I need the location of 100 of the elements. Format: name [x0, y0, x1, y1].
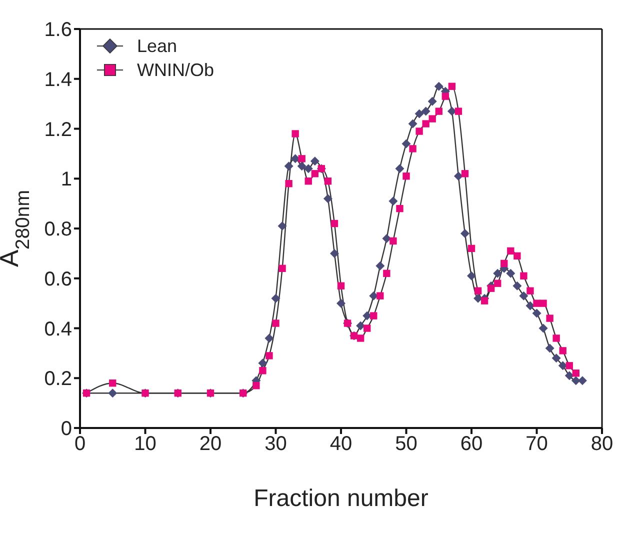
point — [278, 264, 286, 272]
point — [356, 334, 364, 342]
point — [284, 162, 294, 171]
point — [336, 298, 346, 308]
x-tick-label: 30 — [264, 433, 287, 456]
point — [402, 139, 411, 148]
x-tick-label: 80 — [590, 433, 614, 456]
x-tick-label: 70 — [526, 433, 548, 456]
point — [258, 358, 268, 368]
point — [264, 334, 274, 343]
point — [507, 247, 514, 255]
point — [304, 164, 313, 174]
x-tick-label: 20 — [199, 433, 222, 456]
point — [356, 321, 366, 330]
point — [520, 272, 528, 280]
point — [512, 281, 522, 290]
point — [376, 292, 384, 300]
point — [559, 347, 566, 354]
point — [395, 164, 404, 174]
point — [323, 194, 332, 204]
point — [572, 370, 580, 377]
point — [416, 128, 423, 135]
x-tick-label: 60 — [460, 433, 483, 456]
legend-label: Lean — [137, 36, 178, 56]
y-tick-label: 1.4 — [44, 68, 72, 91]
x-tick-label: 40 — [330, 433, 352, 456]
point — [298, 155, 306, 162]
point — [266, 352, 273, 360]
point — [297, 162, 306, 171]
point — [474, 287, 482, 294]
point — [108, 388, 118, 398]
point — [461, 170, 469, 178]
point — [271, 294, 280, 303]
point — [552, 354, 561, 363]
point — [324, 178, 332, 185]
y-tick-label: 0.8 — [44, 218, 72, 241]
point — [364, 324, 371, 332]
point — [396, 204, 404, 212]
point — [414, 109, 424, 118]
point — [382, 234, 392, 243]
point — [409, 145, 416, 152]
point — [330, 248, 339, 258]
y-tick-label: 0.4 — [44, 318, 72, 340]
point — [526, 287, 534, 294]
point — [467, 271, 476, 280]
point — [272, 320, 280, 327]
y-tick-label: 1.6 — [44, 19, 72, 42]
x-tick-label: 10 — [134, 433, 156, 456]
point — [402, 172, 410, 180]
point — [109, 380, 116, 387]
point — [493, 268, 502, 278]
point — [408, 119, 418, 128]
point — [390, 237, 397, 245]
point — [388, 196, 398, 206]
point — [422, 120, 430, 128]
point — [285, 180, 292, 188]
point — [487, 284, 495, 292]
point — [454, 108, 462, 115]
y-tick-label: 0.6 — [44, 268, 72, 290]
point — [428, 115, 436, 122]
point — [421, 106, 430, 116]
point — [566, 362, 573, 370]
point — [532, 308, 542, 318]
point — [468, 244, 476, 252]
point — [376, 261, 385, 270]
y-tick-label: 0 — [60, 418, 72, 440]
point — [370, 312, 378, 320]
point — [571, 376, 580, 386]
point — [506, 268, 516, 278]
point — [330, 220, 338, 228]
point — [428, 96, 437, 106]
x-tick-label: 50 — [395, 433, 418, 456]
point — [337, 282, 345, 290]
y-tick-label: 0.2 — [44, 368, 72, 390]
point — [448, 82, 456, 90]
point — [526, 301, 535, 310]
y-tick-label: 1 — [60, 168, 72, 191]
point — [533, 300, 540, 307]
y-tick-label: 1.2 — [44, 118, 72, 141]
point — [540, 300, 547, 307]
point — [292, 130, 299, 138]
point — [480, 297, 488, 304]
point — [552, 334, 560, 342]
x-axis-title: Fraction number — [254, 485, 428, 512]
point — [259, 367, 266, 374]
point — [310, 156, 320, 166]
point — [538, 324, 548, 333]
point — [519, 291, 528, 300]
point — [278, 222, 287, 231]
point — [442, 92, 449, 100]
point — [252, 382, 260, 390]
point — [304, 178, 312, 185]
point — [494, 280, 502, 287]
point — [545, 344, 554, 353]
point — [546, 314, 554, 322]
point — [311, 170, 318, 178]
point — [460, 228, 470, 238]
point — [564, 371, 574, 380]
point — [435, 108, 442, 115]
legend-label: WNIN/Ob — [137, 60, 214, 80]
